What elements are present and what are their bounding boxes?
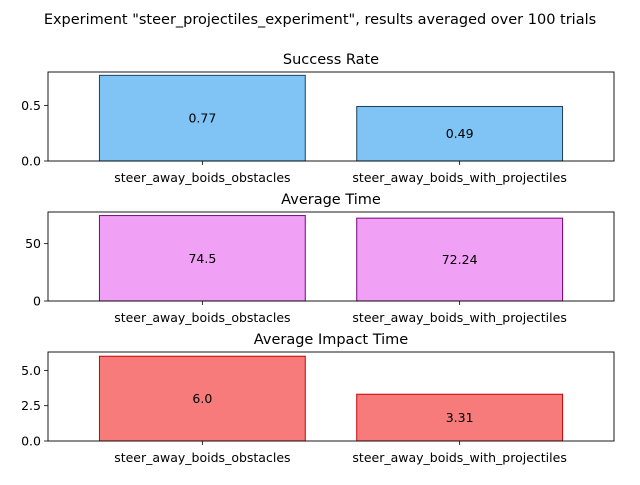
bar <box>356 105 564 162</box>
y-tick-label: 2.5 <box>21 398 41 413</box>
bar <box>98 355 306 442</box>
x-tick-label: steer_away_boids_with_projectiles <box>352 310 566 325</box>
y-tick-label: 0 <box>33 294 41 309</box>
bar <box>98 74 306 162</box>
figure-suptitle: Experiment "steer_projectiles_experiment… <box>44 12 596 28</box>
x-tick-label: steer_away_boids_with_projectiles <box>352 170 566 185</box>
bar-value-label: 74.5 <box>188 251 216 266</box>
bar-value-label: 0.77 <box>188 111 216 126</box>
axes-frame <box>47 71 615 162</box>
x-tick-label: steer_away_boids_obstacles <box>114 310 290 325</box>
bar <box>356 393 564 442</box>
axes-frame <box>47 351 615 442</box>
bar <box>356 217 564 302</box>
y-tick-label: 50 <box>25 236 41 251</box>
x-tick-label: steer_away_boids_obstacles <box>114 170 290 185</box>
bar <box>98 215 306 302</box>
x-tick-label: steer_away_boids_with_projectiles <box>352 450 566 465</box>
bar-value-label: 3.31 <box>446 410 474 425</box>
panel-title: Average Impact Time <box>254 332 408 348</box>
y-tick-label: 0.5 <box>21 98 41 113</box>
bar-value-label: 72.24 <box>442 252 478 267</box>
x-tick-label: steer_away_boids_obstacles <box>114 450 290 465</box>
y-tick-label: 5.0 <box>21 363 41 378</box>
axes-frame <box>47 211 615 302</box>
panel-title: Success Rate <box>283 52 379 68</box>
bar-value-label: 0.49 <box>446 126 474 141</box>
y-tick-label: 0.0 <box>21 434 41 449</box>
panel-title: Average Time <box>281 192 381 208</box>
bar-value-label: 6.0 <box>192 391 212 406</box>
y-tick-label: 0.0 <box>21 154 41 169</box>
